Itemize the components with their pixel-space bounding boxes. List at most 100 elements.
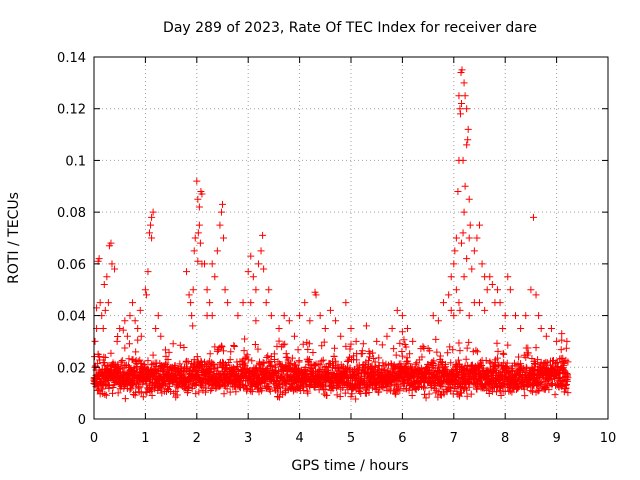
data-point (539, 363, 547, 371)
data-point (189, 322, 197, 330)
data-point (190, 356, 198, 364)
data-point (141, 286, 149, 294)
data-point (136, 356, 144, 364)
data-point (422, 394, 430, 402)
data-point (134, 325, 142, 332)
data-point (551, 391, 559, 399)
data-point (458, 66, 466, 74)
data-point (111, 265, 119, 273)
data-point (369, 349, 377, 357)
data-point (247, 252, 255, 260)
data-point (463, 392, 471, 400)
data-point (388, 325, 396, 332)
data-point (476, 221, 483, 229)
data-point (473, 234, 481, 242)
data-point (562, 344, 570, 352)
data-point (470, 247, 478, 255)
data-point (514, 384, 522, 392)
data-point (331, 344, 339, 352)
data-point (137, 332, 145, 340)
data-point (432, 335, 440, 343)
data-point (559, 377, 567, 385)
data-point (318, 342, 326, 350)
data-point (144, 357, 152, 365)
data-point (456, 347, 464, 355)
data-point (316, 312, 324, 320)
data-point (366, 353, 374, 361)
data-point (371, 385, 379, 393)
data-point (511, 312, 519, 320)
data-point (500, 379, 508, 387)
data-point (220, 347, 228, 355)
data-point (330, 352, 338, 360)
data-point (359, 340, 367, 348)
data-point (194, 195, 202, 203)
data-point (462, 355, 470, 363)
data-point (224, 299, 232, 307)
data-point (465, 195, 473, 203)
data-point (119, 326, 127, 334)
data-point (461, 92, 469, 100)
data-point (444, 349, 452, 357)
data-point (468, 265, 476, 273)
data-point (445, 291, 453, 299)
data-point (217, 342, 225, 350)
y-axis-ticks: 0 0.02 0.04 0.06 0.08 0.1 0.12 0.14 (57, 51, 608, 428)
data-point (161, 346, 169, 354)
data-point (254, 260, 262, 268)
data-point (455, 339, 463, 347)
data-point (213, 347, 221, 355)
data-point (460, 273, 468, 281)
data-point (221, 286, 229, 294)
data-point (107, 349, 115, 357)
data-point (486, 273, 494, 281)
data-point (316, 361, 324, 369)
data-point (487, 359, 495, 367)
data-point (225, 358, 233, 366)
data-point (452, 286, 460, 294)
data-point (254, 345, 262, 353)
data-point (171, 362, 179, 370)
data-point (296, 312, 304, 320)
data-point (564, 358, 572, 366)
data-point (219, 200, 226, 208)
data-point (260, 265, 268, 273)
data-point (332, 359, 340, 367)
data-point (396, 339, 404, 347)
data-points (90, 66, 572, 403)
data-point (207, 387, 215, 395)
data-point (353, 356, 361, 364)
data-point (564, 374, 572, 382)
data-point (501, 312, 509, 320)
data-point (343, 357, 351, 365)
data-point (157, 332, 165, 340)
data-point (201, 260, 209, 268)
data-point (281, 340, 289, 348)
data-point (183, 268, 191, 276)
data-point (522, 368, 530, 376)
data-point (400, 336, 408, 344)
data-point (285, 361, 293, 369)
data-point (543, 382, 551, 390)
data-point (305, 340, 313, 348)
data-point (483, 286, 491, 294)
data-point (144, 268, 152, 276)
data-point (496, 387, 504, 395)
data-point (534, 356, 542, 364)
data-point (555, 375, 563, 383)
data-point (101, 390, 109, 398)
data-point (130, 367, 138, 375)
data-point (91, 337, 99, 345)
data-point (148, 234, 156, 242)
data-point (458, 239, 466, 247)
data-point (406, 350, 414, 358)
data-point (347, 325, 355, 332)
data-point (365, 388, 373, 396)
data-point (402, 343, 410, 351)
data-point (496, 299, 504, 307)
data-point (191, 234, 199, 242)
data-point (398, 352, 406, 360)
data-point (532, 291, 540, 299)
data-point (362, 322, 370, 330)
data-point (208, 312, 216, 320)
